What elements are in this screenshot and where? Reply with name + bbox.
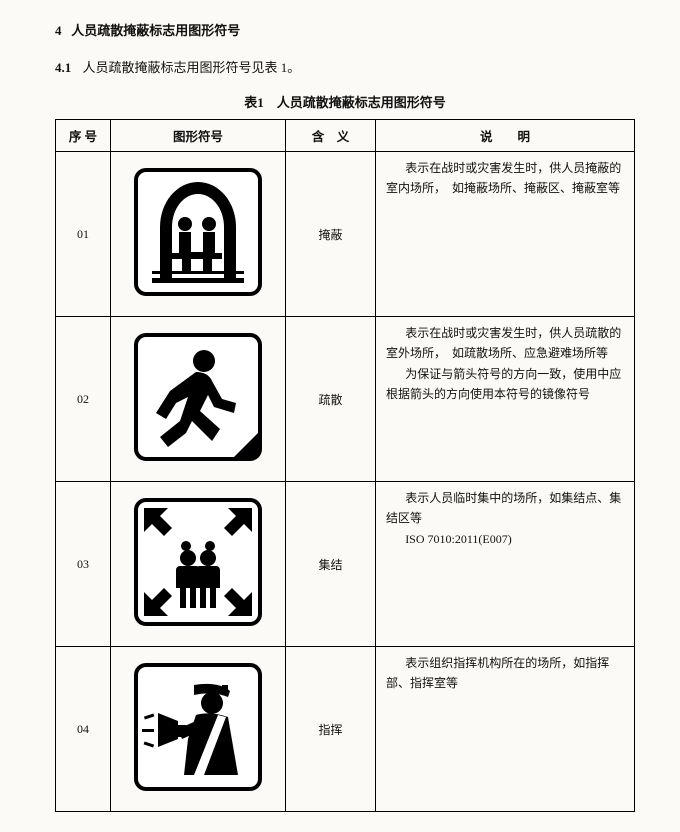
table-row: 02 疏散 bbox=[56, 317, 635, 482]
subsection-line: 4.1 人员疏散掩蔽标志用图形符号见表 1。 bbox=[55, 57, 635, 76]
symbol-table: 序 号 图形符号 含 义 说 明 01 bbox=[55, 119, 635, 812]
col-symbol: 图形符号 bbox=[111, 120, 286, 152]
meaning-cell: 掩蔽 bbox=[286, 152, 376, 317]
assembly-icon bbox=[134, 498, 262, 626]
table-row: 01 bbox=[56, 152, 635, 317]
evacuate-icon bbox=[134, 333, 262, 461]
meaning-cell: 集结 bbox=[286, 482, 376, 647]
table-header-row: 序 号 图形符号 含 义 说 明 bbox=[56, 120, 635, 152]
command-icon bbox=[134, 663, 262, 791]
seq-cell: 03 bbox=[56, 482, 111, 647]
meaning-cell: 指挥 bbox=[286, 647, 376, 812]
seq-cell: 02 bbox=[56, 317, 111, 482]
table-caption: 表1 人员疏散掩蔽标志用图形符号 bbox=[55, 92, 635, 111]
shelter-icon bbox=[134, 168, 262, 296]
table-row: 04 bbox=[56, 647, 635, 812]
desc-para: 表示在战时或灾害发生时，供人员疏散的室外场所， 如疏散场所、应急避难场所等 bbox=[386, 323, 624, 364]
desc-cell: 表示在战时或灾害发生时，供人员掩蔽的室内场所， 如掩蔽场所、掩蔽区、掩蔽室等 bbox=[376, 152, 635, 317]
document-page: 4 人员疏散掩蔽标志用图形符号 4.1 人员疏散掩蔽标志用图形符号见表 1。 表… bbox=[0, 0, 680, 832]
desc-para: 为保证与箭头符号的方向一致，使用中应根据箭头的方向使用本符号的镜像符号 bbox=[386, 364, 624, 405]
subsection-text: 人员疏散掩蔽标志用图形符号见表 1。 bbox=[83, 60, 301, 75]
desc-cell: 表示在战时或灾害发生时，供人员疏散的室外场所， 如疏散场所、应急避难场所等 为保… bbox=[376, 317, 635, 482]
col-desc: 说 明 bbox=[376, 120, 635, 152]
desc-cell: 表示人员临时集中的场所，如集结点、集结区等 ISO 7010:2011(E007… bbox=[376, 482, 635, 647]
symbol-cell bbox=[111, 482, 286, 647]
seq-cell: 01 bbox=[56, 152, 111, 317]
section-number: 4 bbox=[55, 23, 62, 38]
section-title: 人员疏散掩蔽标志用图形符号 bbox=[71, 23, 240, 38]
desc-para: 表示人员临时集中的场所，如集结点、集结区等 bbox=[386, 488, 624, 529]
table-row: 03 bbox=[56, 482, 635, 647]
col-seq: 序 号 bbox=[56, 120, 111, 152]
desc-para: 表示在战时或灾害发生时，供人员掩蔽的室内场所， 如掩蔽场所、掩蔽区、掩蔽室等 bbox=[386, 158, 624, 199]
symbol-cell bbox=[111, 647, 286, 812]
symbol-cell bbox=[111, 152, 286, 317]
meaning-cell: 疏散 bbox=[286, 317, 376, 482]
desc-cell: 表示组织指挥机构所在的场所，如指挥部、指挥室等 bbox=[376, 647, 635, 812]
subsection-number: 4.1 bbox=[55, 60, 71, 75]
section-heading: 4 人员疏散掩蔽标志用图形符号 bbox=[55, 20, 635, 39]
seq-cell: 04 bbox=[56, 647, 111, 812]
desc-iso: ISO 7010:2011(E007) bbox=[386, 529, 624, 549]
desc-para: 表示组织指挥机构所在的场所，如指挥部、指挥室等 bbox=[386, 653, 624, 694]
col-mean: 含 义 bbox=[286, 120, 376, 152]
symbol-cell bbox=[111, 317, 286, 482]
